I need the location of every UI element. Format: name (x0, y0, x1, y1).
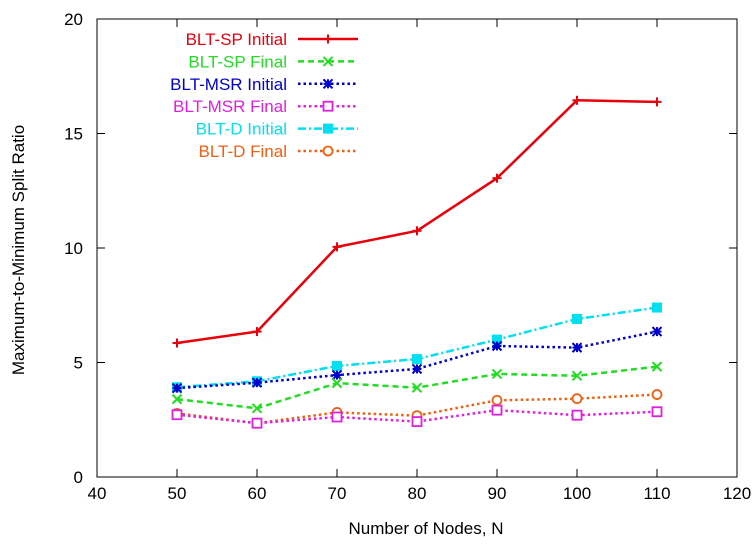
data-point (331, 369, 343, 381)
data-point (572, 95, 582, 105)
data-point (331, 377, 343, 389)
data-point (491, 394, 503, 406)
data-point (491, 368, 503, 380)
legend: BLT-SP Initial BLT-SP Final BLT-MSR Initia… (170, 30, 358, 161)
y-tick-label: 5 (74, 354, 83, 373)
x-tick-label: 70 (328, 484, 347, 503)
data-point (571, 342, 583, 353)
axes: 40 50 60 70 80 90 100 110 120 0 5 10 15 20 (64, 10, 751, 503)
legend-marker (322, 78, 334, 90)
legend-marker (322, 56, 334, 67)
data-point (411, 363, 423, 375)
series-1 (172, 95, 662, 348)
y-tick-label: 0 (74, 468, 83, 487)
x-tick-label: 100 (563, 484, 591, 503)
data-point (652, 302, 662, 313)
data-point (651, 326, 663, 337)
legend-marker (322, 100, 334, 112)
legend-label: BLT-MSR Final (173, 97, 287, 116)
data-point (651, 406, 663, 418)
series-2 (171, 361, 663, 414)
x-tick-label: 40 (88, 484, 107, 503)
data-point (332, 360, 342, 371)
legend-label: BLT-D Initial (196, 120, 287, 139)
data-point (251, 417, 263, 429)
series-4 (171, 404, 663, 429)
data-point (491, 404, 503, 416)
data-point (412, 354, 422, 365)
data-point (251, 403, 263, 414)
x-tick-label: 110 (643, 484, 670, 503)
data-point (572, 313, 582, 324)
data-point (492, 173, 502, 183)
data-point (651, 361, 663, 372)
data-point (412, 226, 422, 236)
data-point (491, 340, 503, 352)
x-axis-label: Number of Nodes, N (349, 519, 504, 538)
data-point (172, 338, 182, 348)
data-point (411, 416, 423, 427)
series-3 (171, 326, 663, 394)
data-point (171, 393, 183, 405)
data-point (411, 382, 423, 393)
y-tick-label: 10 (64, 239, 83, 258)
legend-marker (323, 123, 333, 134)
legend-label: BLT-SP Initial (186, 30, 287, 49)
x-tick-label: 60 (248, 484, 267, 503)
legend-label: BLT-D Final (199, 142, 288, 161)
x-tick-label: 50 (168, 484, 187, 503)
x-tick-label: 120 (723, 484, 751, 503)
legend-label: BLT-SP Final (188, 52, 287, 71)
data-point (171, 382, 183, 394)
data-point (171, 409, 183, 421)
series-layer (171, 95, 663, 429)
x-tick-label: 90 (488, 484, 507, 503)
data-point (332, 242, 342, 252)
y-tick-label: 15 (64, 125, 83, 144)
legend-marker (323, 34, 333, 44)
legend-marker (322, 145, 334, 157)
y-tick-label: 20 (64, 10, 83, 29)
data-point (651, 389, 663, 400)
data-point (331, 411, 343, 423)
x-tick-label: 80 (408, 484, 427, 503)
data-point (571, 370, 583, 381)
data-point (252, 327, 262, 337)
data-point (571, 409, 583, 421)
data-point (571, 393, 583, 405)
legend-label: BLT-MSR Initial (170, 75, 287, 94)
data-point (251, 377, 263, 388)
y-axis-label: Maximum-to-Minimum Split Ratio (9, 125, 28, 375)
series-5 (172, 302, 662, 393)
data-point (652, 97, 662, 107)
